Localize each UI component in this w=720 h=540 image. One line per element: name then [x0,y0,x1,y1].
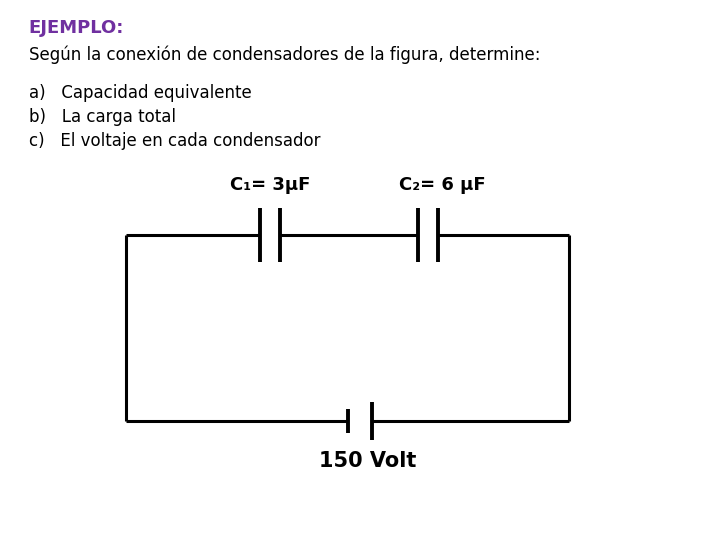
Text: a)   Capacidad equivalente: a) Capacidad equivalente [29,84,251,102]
Text: b)   La carga total: b) La carga total [29,108,176,126]
Text: Según la conexión de condensadores de la figura, determine:: Según la conexión de condensadores de la… [29,46,540,64]
Text: C₁= 3μF: C₁= 3μF [230,177,310,194]
Text: 150 Volt: 150 Volt [318,451,416,471]
Text: EJEMPLO:: EJEMPLO: [29,19,124,37]
Text: C₂= 6 μF: C₂= 6 μF [400,177,486,194]
Text: c)   El voltaje en cada condensador: c) El voltaje en cada condensador [29,132,320,150]
